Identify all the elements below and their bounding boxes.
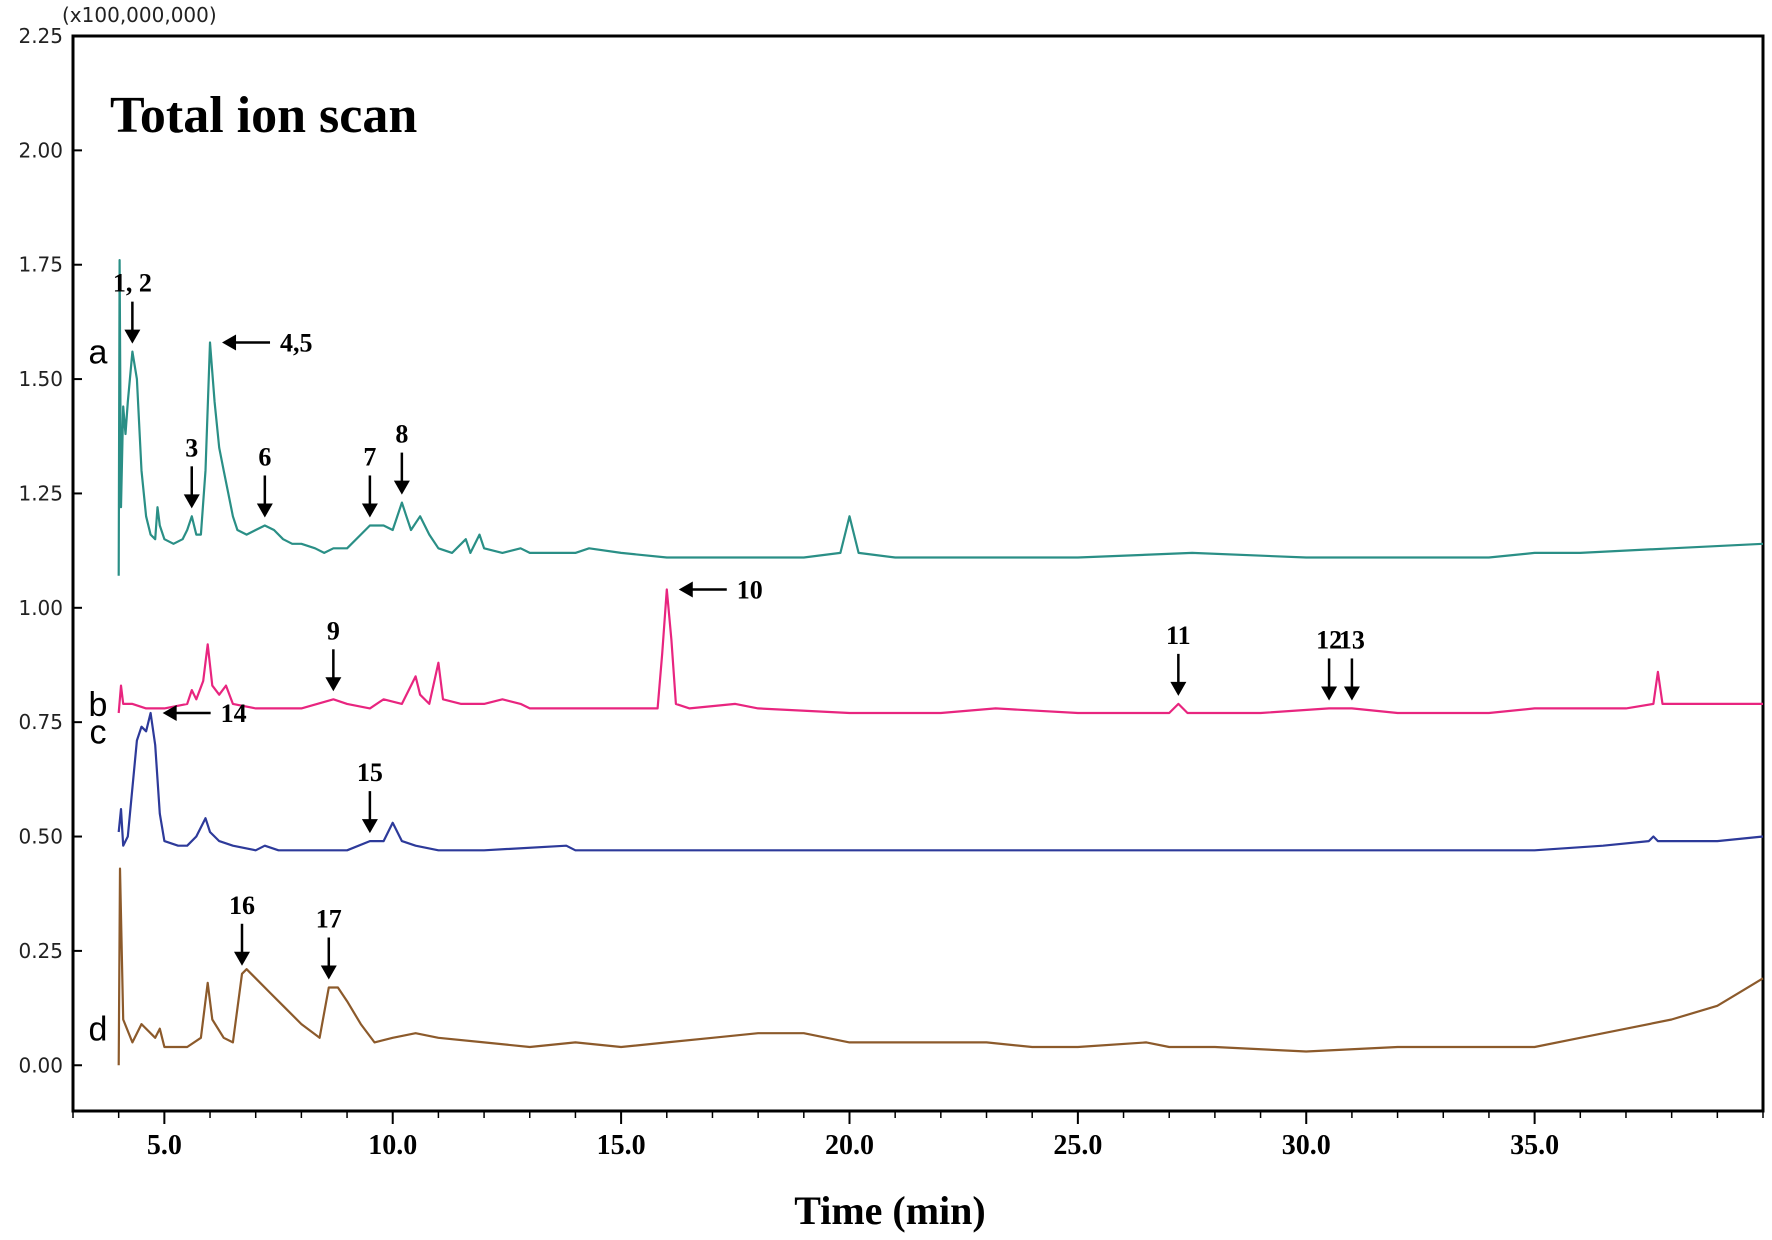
annotation-arrowhead (393, 480, 410, 495)
peak-label: 13 (1339, 625, 1365, 654)
annotation-arrowhead (678, 581, 693, 598)
annotation-arrowhead (1170, 681, 1187, 696)
x-tick-label: 35.0 (1510, 1130, 1559, 1161)
trace-label-b: b (89, 686, 108, 724)
x-axis-label: Time (min) (794, 1188, 985, 1233)
peak-label: 14 (221, 699, 247, 728)
trace-a-line (117, 259, 1764, 576)
peak-label: 4,5 (280, 328, 313, 357)
trace-label-d: d (89, 1011, 108, 1049)
x-tick-label: 30.0 (1282, 1130, 1331, 1161)
peak-label: 8 (395, 420, 408, 449)
peak-label: 1, 2 (113, 269, 152, 298)
annotation-arrowhead (222, 334, 237, 351)
plot-frame (71, 34, 1765, 1113)
annotation-arrowhead (1343, 686, 1360, 701)
annotation-arrowhead (361, 819, 378, 834)
y-tick-label: 1.00 (18, 596, 63, 620)
peak-label: 10 (737, 576, 763, 605)
annotation-arrowhead (124, 329, 141, 344)
annotation-arrowhead (361, 503, 378, 518)
y-tick-label: 2.00 (18, 138, 63, 162)
trace-label-a: a (89, 334, 108, 372)
annotation-arrowhead (162, 705, 177, 722)
y-axis: 0.00 0.25 0.50 0.75 1.00 1.25 1.50 1.75 2.00 2.25 (18, 24, 82, 1077)
peak-label: 17 (316, 904, 342, 933)
y-tick-label: 0.00 (18, 1053, 63, 1077)
y-tick-label: 2.25 (18, 24, 63, 48)
annotation-arrowhead (1321, 686, 1338, 701)
peak-label: 12 (1316, 625, 1342, 654)
annotation-arrowhead (256, 503, 273, 518)
peak-label: 7 (363, 442, 376, 471)
annotation-arrowhead (234, 951, 250, 966)
traces (117, 259, 1764, 1066)
x-tick-label: 20.0 (825, 1130, 874, 1161)
annotation-arrowhead (183, 494, 200, 509)
trace-c-line (117, 711, 1764, 852)
peak-label: 6 (258, 442, 271, 471)
y-tick-label: 1.25 (18, 481, 63, 505)
x-tick-label: 25.0 (1053, 1130, 1102, 1161)
annotation-arrowhead (320, 965, 337, 980)
y-multiplier-label: (x100,000,000) (62, 3, 217, 27)
y-tick-label: 0.75 (18, 710, 63, 734)
trace-labels: a bc d (89, 334, 108, 1049)
y-tick-label: 0.25 (18, 939, 63, 963)
chart-title: Total ion scan (110, 87, 417, 144)
peak-label: 3 (185, 433, 198, 462)
peak-label: 15 (357, 758, 383, 787)
y-tick-label: 1.50 (18, 367, 63, 391)
peak-label: 11 (1166, 621, 1191, 650)
y-tick-label: 0.50 (18, 825, 63, 849)
annotation-arrowhead (325, 677, 342, 692)
y-tick-label: 1.75 (18, 253, 63, 277)
x-tick-label: 5.0 (147, 1130, 182, 1161)
x-axis: 5.0 10.0 15.0 20.0 25.0 30.0 35.0 (72, 1111, 1764, 1161)
x-tick-label: 15.0 (597, 1130, 646, 1161)
trace-label-c: c (90, 713, 107, 751)
peak-label: 9 (327, 616, 340, 645)
peak-label: 16 (229, 891, 255, 920)
trace-d-line (117, 867, 1764, 1066)
trace-b-line (117, 588, 1763, 715)
x-tick-label: 10.0 (368, 1130, 417, 1161)
